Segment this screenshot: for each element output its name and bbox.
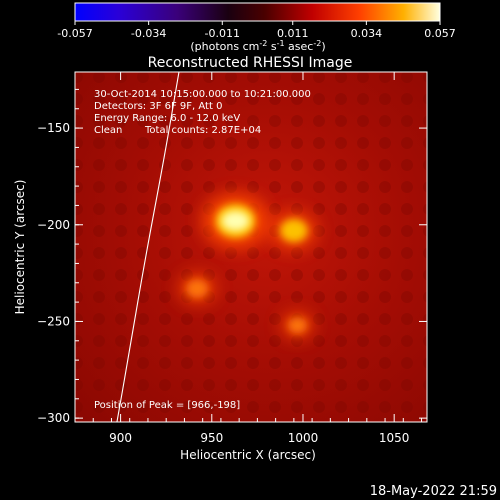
source-4 [280,310,316,340]
x-tick-label: 950 [200,431,223,445]
timestamp: 18-May-2022 21:59 [370,484,497,499]
y-tick-label: −300 [37,411,70,425]
colorbar-gradient [74,2,441,22]
axis-ticks: 900 950 1000 1050 −150 −200 −250 −300 [37,72,427,445]
colorbar-tick-label: -0.011 [205,27,240,40]
limb-curve [116,72,180,422]
y-tick-label: −250 [37,314,70,328]
x-tick-label: 1050 [379,431,410,445]
colorbar-tick-label: -0.057 [57,27,92,40]
source-2 [269,210,318,251]
y-tick-label: −150 [37,121,70,135]
info-total-counts: Total counts: 2.87E+04 [144,125,261,136]
colorbar-tick-label: 0.011 [277,27,309,40]
info-time: 30-Oct-2014 10:15:00.000 to 10:21:00.000 [94,89,311,100]
info-energy: Energy Range: 6.0 - 12.0 keV [94,113,240,124]
x-tick-label: 900 [109,431,132,445]
x-tick-label: 1000 [288,431,319,445]
sources [177,192,318,340]
source-1 [201,192,270,249]
colorbar: -0.057 -0.034 -0.011 0.011 0.034 0.057 (photo… [57,2,456,53]
chart-title: Reconstructed RHESSI Image [148,55,353,71]
info-clean: Clean [94,125,122,136]
colorbar-tick-label: 0.057 [424,27,456,40]
info-annotations: 30-Oct-2014 10:15:00.000 to 10:21:00.000… [94,89,311,411]
plot-frame [74,71,428,423]
heatmap-image [75,72,427,422]
colorbar-ticks: -0.057 -0.034 -0.011 0.011 0.034 0.057 [57,21,456,40]
y-tick-label: −200 [37,218,70,232]
colorbar-tick-label: -0.034 [131,27,166,40]
colorbar-tick-label: 0.034 [351,27,383,40]
y-axis-label: Heliocentric Y (arcsec) [13,180,27,315]
info-detectors: Detectors: 3F 6F 9F, Att 0 [94,101,222,112]
x-axis-label: Heliocentric X (arcsec) [180,448,316,462]
colorbar-units: (photons cm-2 s-1 asec-2) [190,39,325,53]
source-3 [177,272,217,305]
peak-position: Position of Peak = [966,-198] [94,400,240,411]
